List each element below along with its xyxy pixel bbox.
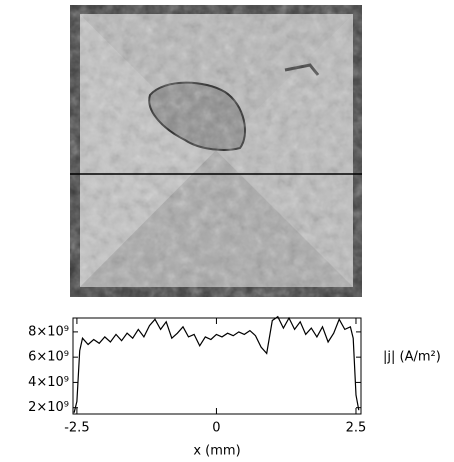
x-axis-label: x (mm) (193, 444, 240, 459)
x-tick-label: 0 (212, 421, 220, 436)
y-axis-label: |j| (A/m²) (383, 350, 441, 365)
x-tick-label: 2.5 (346, 421, 367, 436)
current-map-image (70, 5, 362, 297)
y-tick-label: 6×10⁹ (28, 350, 69, 365)
y-tick-label: 2×10⁹ (28, 400, 69, 415)
y-tick-label: 8×10⁹ (28, 324, 69, 339)
x-tick-label: -2.5 (64, 421, 89, 436)
y-tick-label: 4×10⁹ (28, 375, 69, 390)
plot-frame (72, 317, 362, 415)
data-line (73, 315, 360, 413)
